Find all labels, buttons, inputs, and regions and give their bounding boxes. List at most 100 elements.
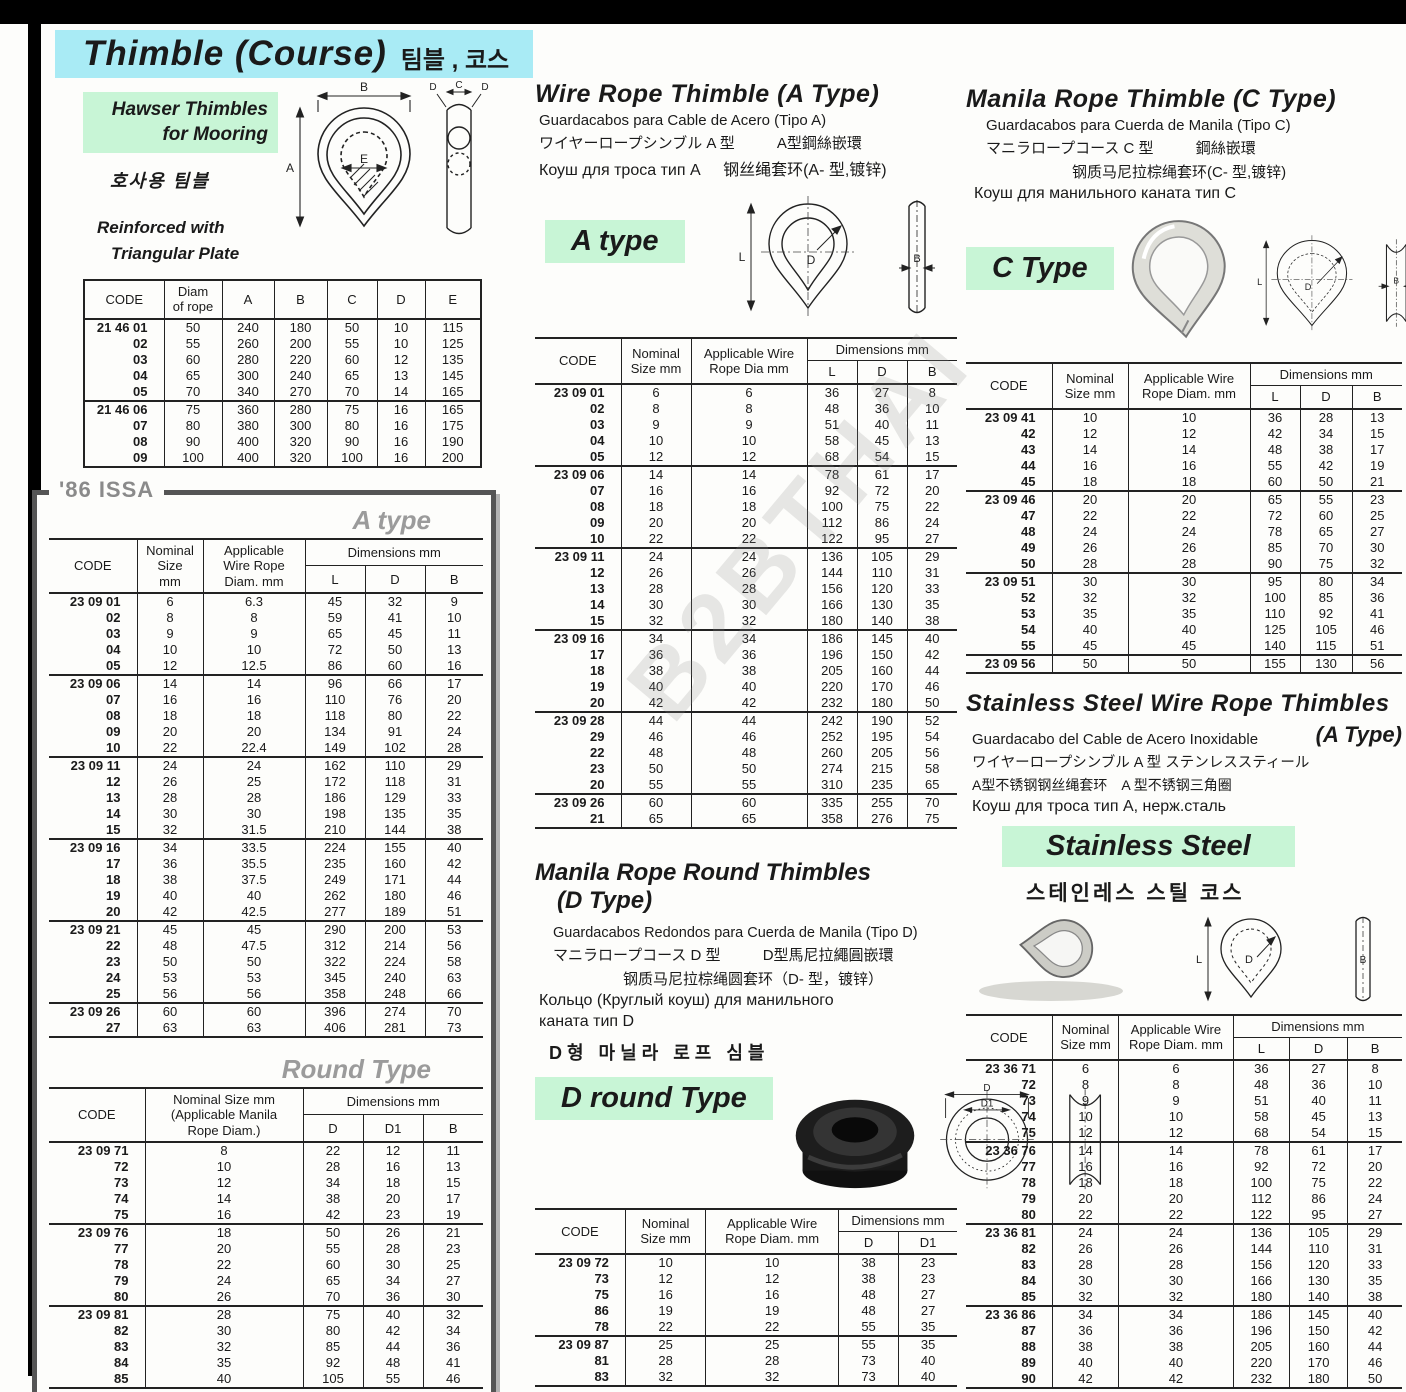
value-cell: 125	[1249, 621, 1300, 638]
value-cell: 32	[1051, 589, 1128, 606]
code-cell: 23 36 71	[966, 1059, 1053, 1078]
value-cell: 48	[1249, 441, 1300, 458]
value-cell: 60	[620, 792, 691, 811]
value-cell: 19	[422, 1206, 483, 1224]
table-row: 04 65 300 240 65 13 145	[84, 367, 481, 384]
value-cell: 65	[326, 367, 377, 384]
value-cell: 53	[136, 969, 203, 986]
value-cell: 6.3	[202, 591, 305, 610]
value-cell: 80	[163, 417, 222, 434]
table-row: 09 20 20 112 86 24	[535, 514, 957, 531]
ss-ja: ワイヤーロープシンブル A 型 ステンレススティール	[972, 754, 1310, 771]
code-cell: 25	[106, 985, 121, 1001]
value-cell: 118	[304, 707, 365, 724]
value-cell: 80	[302, 1322, 363, 1339]
table-row: 23 36 86 34 34 186 145 40	[966, 1305, 1402, 1324]
value-cell: 155	[364, 837, 425, 856]
value-cell: 9	[690, 416, 807, 433]
code-cell: 82	[1021, 1241, 1036, 1257]
code-cell: 23 09 11	[535, 546, 621, 565]
header-cell: C	[326, 279, 377, 319]
value-cell: 36	[1051, 1323, 1119, 1340]
manila-c-ja: マニラロープコース C 型	[986, 140, 1154, 157]
value-cell: 14	[1118, 1141, 1234, 1160]
table-row: 03 9 9 65 45 11	[49, 625, 483, 642]
table-row: 84 35 92 48 41	[49, 1354, 483, 1371]
value-cell: 55	[362, 1370, 423, 1389]
value-cell: 100	[163, 449, 222, 468]
value-cell: 20	[690, 514, 807, 531]
value-cell: 8	[690, 400, 807, 417]
value-cell: 144	[1232, 1241, 1290, 1258]
code-cell: 20	[590, 694, 605, 710]
code-cell: 20	[106, 903, 121, 919]
header-cell: D1	[898, 1231, 957, 1255]
manila-c-ja-line: マニラロープコース C 型 鋼絲嵌環	[986, 137, 1402, 158]
value-cell: 21	[1351, 473, 1402, 491]
value-cell: 19	[1351, 457, 1402, 474]
value-cell: 10	[424, 609, 483, 626]
page-top-border	[0, 0, 1406, 24]
value-cell: 40	[856, 416, 907, 433]
value-cell: 35	[906, 596, 957, 613]
table-row: 23 09 71 8 22 12 11	[49, 1140, 483, 1159]
table-row: 08 90 400 320 90 16 190	[84, 433, 481, 450]
table-row: 08 18 18 100 75 22	[535, 498, 957, 515]
round-type-heading: Round Type	[281, 1053, 431, 1084]
header-cell: Dimensions mm	[1249, 362, 1402, 387]
value-cell: 9	[202, 625, 305, 642]
value-cell: 68	[806, 448, 857, 466]
value-cell: 70	[906, 792, 957, 811]
value-cell: 36	[1232, 1059, 1290, 1078]
code-cell: 23 09 81	[49, 1304, 145, 1323]
table-row: 78 22 22 55 35	[535, 1319, 957, 1337]
value-cell: 18	[1118, 1175, 1234, 1192]
header-cell: CODE	[535, 337, 621, 384]
value-cell: 40	[898, 1369, 957, 1388]
value-cell: 22	[424, 707, 483, 724]
value-cell: 16	[624, 1287, 706, 1304]
value-cell: 40	[1118, 1355, 1234, 1372]
dim-label-d2: D	[481, 82, 488, 93]
value-cell: 18	[1051, 473, 1128, 491]
ss-badge: Stainless Steel	[1002, 825, 1295, 867]
hawser-label-line2: for Mooring	[162, 123, 268, 145]
table-row: 85 40 105 55 46	[49, 1370, 483, 1389]
value-cell: 22	[1127, 507, 1250, 524]
value-cell: 8	[906, 382, 957, 401]
value-cell: 13	[424, 641, 483, 658]
value-cell: 54	[856, 448, 907, 466]
value-cell: 46	[906, 678, 957, 695]
value-cell: 24	[1118, 1223, 1234, 1242]
table-row: 53 35 35 110 92 41	[966, 605, 1402, 622]
table-row: 18 38 37.5 249 171 44	[49, 871, 483, 888]
value-cell: 31	[906, 564, 957, 581]
hawser-label: Hawser Thimbles for Mooring	[83, 92, 278, 154]
value-cell: 17	[422, 1190, 483, 1207]
value-cell: 22	[1051, 507, 1128, 524]
table-row: 74 10 10 58 45 13	[966, 1109, 1402, 1126]
code-cell: 82	[114, 1322, 129, 1338]
value-cell: 40	[690, 678, 807, 695]
value-cell: 50	[1347, 1371, 1402, 1390]
value-cell: 30	[422, 1288, 483, 1306]
ss-diagram: L D B	[1146, 913, 1392, 1010]
code-cell: 03	[133, 351, 148, 367]
value-cell: 60	[136, 1001, 203, 1020]
value-cell: 44	[690, 710, 807, 729]
value-cell: 35	[1051, 605, 1128, 622]
value-cell: 175	[424, 417, 481, 434]
value-cell: 38	[424, 821, 483, 839]
value-cell: 23	[898, 1253, 957, 1272]
code-cell: 13	[590, 580, 605, 596]
code-cell: 83	[1021, 1257, 1036, 1273]
value-cell: 26	[144, 1288, 303, 1306]
value-cell: 29	[424, 755, 483, 774]
value-cell: 105	[1288, 1223, 1348, 1242]
value-cell: 310	[806, 776, 857, 794]
value-cell: 18	[620, 498, 691, 515]
table-row: 23 09 16 34 33.5 224 155 40	[49, 837, 483, 856]
value-cell: 46	[620, 728, 691, 745]
table-row: 18 38 38 205 160 44	[535, 662, 957, 679]
value-cell: 6	[690, 382, 807, 401]
